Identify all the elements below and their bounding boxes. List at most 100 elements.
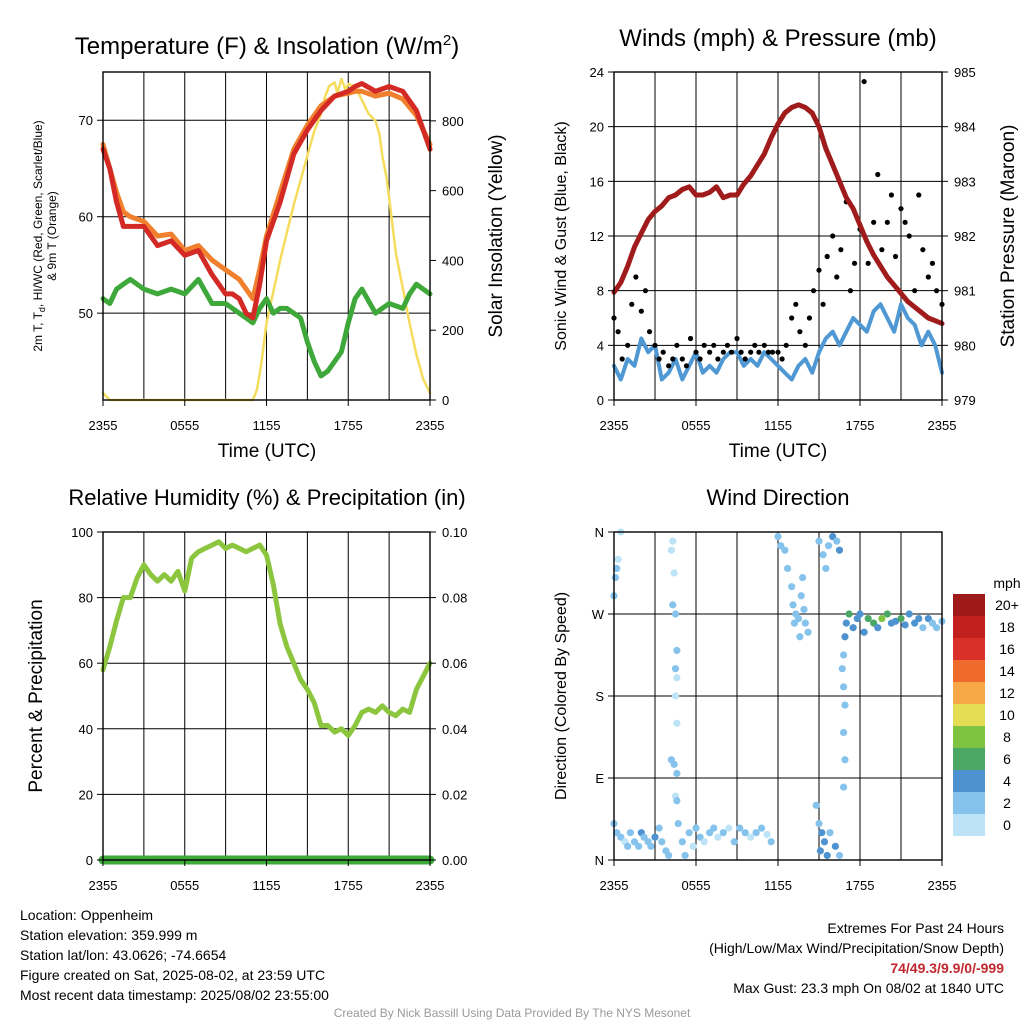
direction-point	[905, 610, 913, 618]
gust-point	[802, 342, 808, 348]
direction-point	[613, 564, 621, 573]
direction-point	[891, 617, 900, 625]
gust-point	[816, 267, 822, 273]
x-tick-label: 1755	[334, 878, 363, 893]
y2-tick-label: 0.10	[442, 525, 467, 540]
gust-point	[652, 342, 658, 348]
y2-tick-label: 0.06	[442, 656, 467, 671]
gust-point	[633, 274, 639, 280]
direction-point	[799, 573, 807, 582]
direction-point	[818, 829, 826, 837]
y2-tick-label: 984	[954, 120, 976, 135]
direction-point	[700, 838, 708, 846]
direction-point	[812, 801, 820, 809]
latlon-text: Station lat/lon: 43.0626; -74.6654	[20, 947, 227, 963]
colorbar-label: 14	[999, 663, 1015, 679]
direction-point	[670, 760, 678, 768]
gust-point	[929, 260, 936, 266]
recent-data-text: Most recent data timestamp: 2025/08/02 2…	[20, 987, 329, 1003]
gust-point	[720, 349, 726, 355]
x-tick-label: 2355	[89, 418, 118, 433]
direction-point	[840, 683, 848, 691]
y2-tick-label: 800	[442, 114, 464, 129]
winds-x-label: Time (UTC)	[729, 441, 828, 462]
colorbar-label: 12	[999, 685, 1015, 701]
direction-point	[820, 838, 829, 846]
y2-tick-label: 981	[954, 284, 976, 299]
direction-point	[864, 614, 872, 623]
direction-point	[674, 819, 682, 828]
direction-point	[841, 701, 849, 709]
speed-colorbar: 20+ 18 16 14 12 10 8 6 4 2 0	[953, 594, 1019, 836]
insolation-y-label: Solar Insolation (Yellow)	[486, 134, 507, 337]
direction-point	[635, 842, 643, 850]
colorbar-label: 18	[999, 619, 1015, 635]
gust-point	[761, 342, 767, 348]
direction-tick-labels: 2355 0555 1155 1755 2355 N E S W N	[592, 525, 957, 893]
temperature-panel: Temperature (F) & Insolation (W/m2) 2355…	[31, 32, 507, 462]
direction-point	[824, 542, 833, 550]
direction-point	[747, 833, 755, 841]
y2-tick-label: 600	[442, 184, 464, 199]
direction-point	[673, 769, 681, 778]
extremes-title: Extremes For Past 24 Hours	[827, 920, 1004, 936]
gust-point	[875, 171, 881, 178]
direction-point	[797, 592, 805, 600]
gust-point	[707, 349, 713, 355]
colorbar-swatch	[953, 748, 985, 770]
y2-tick-label: 980	[954, 338, 976, 353]
winds-y-label: Sonic Wind & Gust (Blue, Black)	[553, 121, 570, 350]
gust-point	[888, 192, 895, 198]
colorbar-swatch	[953, 616, 985, 638]
gust-point	[912, 288, 918, 294]
direction-point	[614, 555, 622, 563]
direction-point	[741, 829, 749, 837]
direction-point	[840, 783, 848, 791]
direction-point	[658, 838, 666, 846]
direction-point	[673, 719, 681, 727]
direction-point	[841, 756, 849, 764]
direction-point	[788, 583, 796, 591]
y-tick-label: N	[595, 525, 604, 540]
direction-point	[763, 830, 771, 839]
winds-grid	[614, 72, 942, 400]
direction-grid	[614, 532, 942, 860]
direction-point	[673, 797, 681, 805]
gust-point	[742, 356, 748, 362]
y-tick-label: 60	[79, 656, 93, 671]
gust-point	[892, 253, 899, 260]
x-tick-label: 2355	[89, 878, 118, 893]
direction-point	[874, 624, 882, 632]
gust-point	[697, 356, 703, 362]
gust-point	[810, 288, 817, 294]
direction-point	[767, 838, 775, 846]
colorbar-swatch	[953, 770, 985, 792]
x-tick-label: 2355	[416, 418, 445, 433]
winds-panel: Winds (mph) & Pressure (mb) 2355 0555 1155…	[553, 25, 1019, 462]
x-tick-label: 0555	[170, 418, 199, 433]
direction-points	[610, 528, 946, 860]
gust-point	[797, 329, 803, 335]
gust-point	[660, 349, 666, 355]
x-tick-label: 0555	[682, 418, 711, 433]
colorbar-label: 0	[1003, 817, 1011, 833]
direction-point	[665, 851, 673, 860]
gust-point	[752, 342, 758, 348]
direction-point	[673, 646, 681, 655]
credit-text: Created By Nick Bassill Using Data Provi…	[333, 1006, 691, 1020]
gust-point	[871, 219, 877, 225]
y-tick-label: 16	[590, 174, 604, 189]
direction-point	[915, 614, 923, 623]
y2-tick-label: 0.04	[442, 722, 467, 737]
y-tick-label: 50	[79, 306, 93, 321]
x-tick-label: 1755	[846, 418, 875, 433]
y2-tick-label: 983	[954, 174, 976, 189]
x-tick-label: 0555	[170, 878, 199, 893]
humidity-panel: Relative Humidity (%) & Precipitation (i…	[26, 485, 467, 893]
x-tick-label: 1155	[253, 878, 281, 893]
colorbar-swatch	[953, 814, 985, 836]
y2-tick-label: 200	[442, 323, 464, 338]
x-tick-label: 2355	[600, 878, 629, 893]
direction-point	[919, 624, 927, 632]
